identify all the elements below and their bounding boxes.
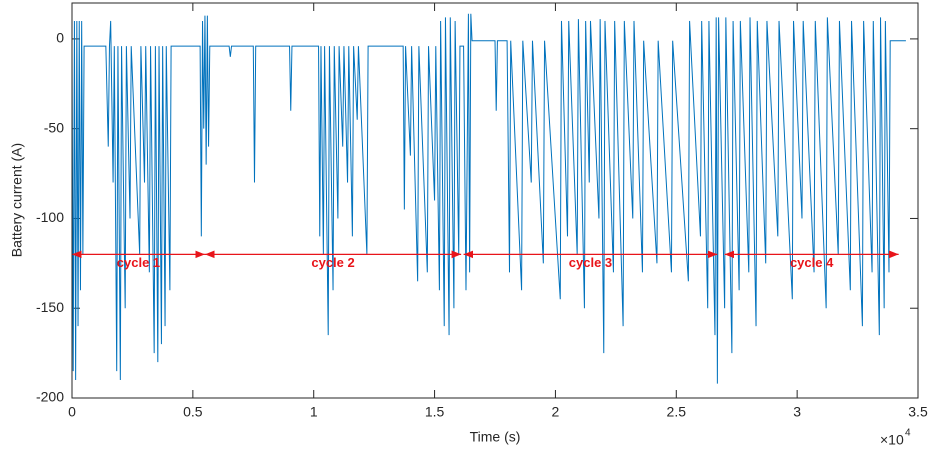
y-tick-label: 0 <box>56 30 64 46</box>
y-tick-label: -100 <box>36 209 64 225</box>
data-line <box>72 13 906 384</box>
cycle-label: cycle 4 <box>790 255 834 270</box>
y-tick-label: -150 <box>36 299 64 315</box>
plot-area <box>71 2 919 399</box>
x-tick-label: 3 <box>793 404 801 420</box>
x-tick-label: 1.5 <box>425 404 445 420</box>
cycle-label: cycle 1 <box>117 255 160 270</box>
x-multiplier-exponent: 4 <box>905 428 911 439</box>
x-axis-label: Time (s) <box>470 429 521 445</box>
x-tick-label: 1 <box>310 404 318 420</box>
x-tick-label: 0.5 <box>183 404 203 420</box>
x-tick-label: 2 <box>552 404 560 420</box>
cycle-annotation: cycle 3 <box>463 250 718 270</box>
x-tick-label: 0 <box>68 404 76 420</box>
cycle-label: cycle 2 <box>311 255 354 270</box>
cycle-label: cycle 3 <box>569 255 612 270</box>
cycle-annotation: cycle 1 <box>72 250 205 270</box>
x-tick-label: 2.5 <box>667 404 687 420</box>
x-tick-label: 3.5 <box>908 404 928 420</box>
y-tick-label: -50 <box>44 119 64 135</box>
y-tick-label: -200 <box>36 389 64 405</box>
cycle-annotation: cycle 4 <box>724 250 899 270</box>
x-multiplier: ×10 <box>880 432 904 448</box>
cycle-annotation: cycle 2 <box>204 250 462 270</box>
y-axis-label: Battery current (A) <box>9 143 25 257</box>
